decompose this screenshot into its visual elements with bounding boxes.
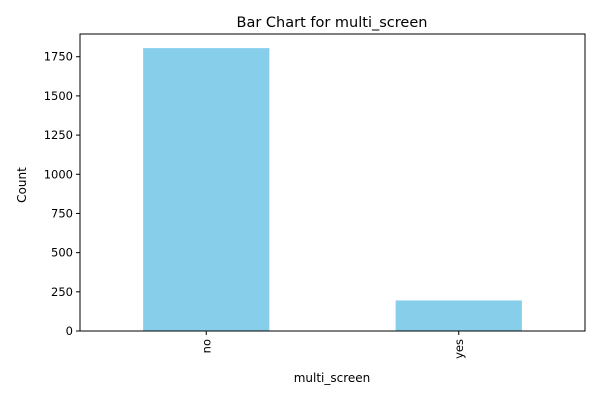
y-tick-label: 500 xyxy=(51,246,73,260)
y-tick-label: 1750 xyxy=(44,50,73,64)
y-tick-label: 250 xyxy=(51,285,73,299)
y-axis: 0 250 500 750 1000 1250 1500 1750 xyxy=(44,50,80,338)
bars-group xyxy=(143,48,522,332)
x-tick-label: yes xyxy=(452,339,466,359)
y-axis-label: Count xyxy=(15,167,29,203)
y-tick-label: 1250 xyxy=(44,128,73,142)
y-tick-label: 750 xyxy=(51,206,73,220)
y-tick-label: 0 xyxy=(66,324,73,338)
x-axis-label: multi_screen xyxy=(294,371,371,385)
bar-yes xyxy=(395,300,522,331)
y-tick-label: 1500 xyxy=(44,89,73,103)
x-axis: no yes xyxy=(199,331,466,359)
plot-frame xyxy=(79,33,586,332)
bar-no xyxy=(143,48,270,332)
chart-title: Bar Chart for multi_screen xyxy=(237,15,428,31)
y-tick-label: 1000 xyxy=(44,167,73,181)
x-tick-label: no xyxy=(199,339,213,353)
